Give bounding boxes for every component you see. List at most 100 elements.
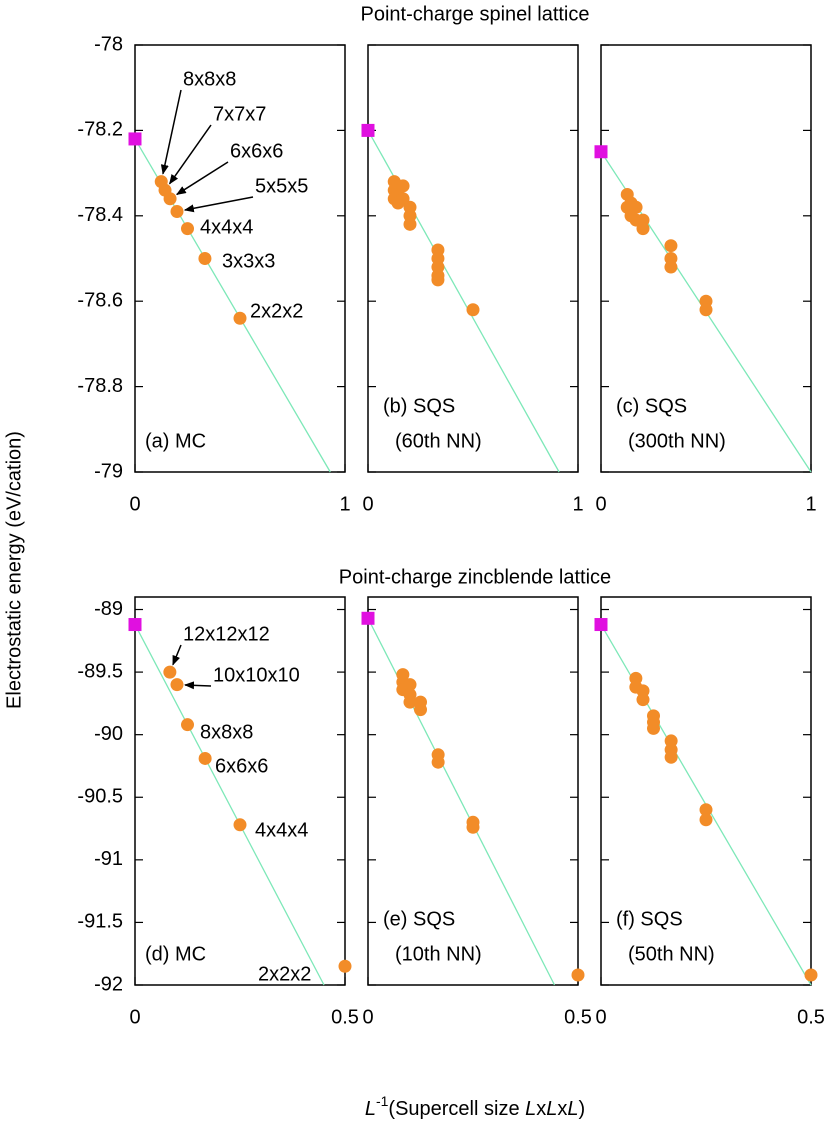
plot-frame xyxy=(600,44,812,473)
x-label-part: L xyxy=(365,1098,376,1120)
point-label: 2x2x2 xyxy=(258,963,311,985)
point-label: 4x4x4 xyxy=(200,216,253,238)
y-tick-label: -89 xyxy=(94,598,123,620)
data-point xyxy=(233,818,247,832)
panel-label: (b) SQS xyxy=(383,395,455,417)
data-point xyxy=(636,693,650,707)
data-point xyxy=(233,311,247,325)
y-tick-label: -91.5 xyxy=(77,911,123,933)
data-point xyxy=(181,222,194,236)
y-tick-label: -89.5 xyxy=(77,660,123,682)
point-label: 4x4x4 xyxy=(255,819,308,841)
panel-label: (10th NN) xyxy=(395,943,482,965)
row-title: Point-charge spinel lattice xyxy=(360,3,589,25)
data-point xyxy=(664,260,678,274)
data-point xyxy=(571,968,585,982)
data-point xyxy=(664,750,678,764)
data-point xyxy=(431,755,445,769)
y-axis-label: Electrostatic energy (eV/cation) xyxy=(3,431,25,709)
annotation-arrow xyxy=(183,196,254,213)
y-tick-label: -79 xyxy=(94,460,123,482)
panel-label: (300th NN) xyxy=(628,430,726,452)
annotation-arrow xyxy=(175,161,229,196)
panel-label: (e) SQS xyxy=(383,908,455,930)
x-tick-label: 1 xyxy=(572,493,583,515)
data-point xyxy=(154,175,168,189)
panel-label: (50th NN) xyxy=(628,943,715,965)
extrapolated-point xyxy=(594,145,608,159)
panel-label: (60th NN) xyxy=(395,430,482,452)
x-tick-label: 0.5 xyxy=(564,1006,592,1028)
data-point xyxy=(629,200,643,214)
row-title: Point-charge zincblende lattice xyxy=(339,566,611,588)
data-point xyxy=(198,751,212,765)
x-tick-label: 1 xyxy=(805,493,816,515)
y-tick-label: -91 xyxy=(94,848,123,870)
panel-label: (a) MC xyxy=(145,430,206,452)
data-point xyxy=(636,222,650,236)
data-point xyxy=(647,721,660,735)
point-label: 8x8x8 xyxy=(200,721,253,743)
x-axis-label: L-1(Supercell size LxLxL) xyxy=(365,1093,585,1121)
y-tick-label: -78.8 xyxy=(77,375,123,397)
data-point xyxy=(664,239,678,253)
y-tick-label: -78.2 xyxy=(77,119,123,141)
data-point xyxy=(403,217,417,231)
x-tick-label: 0 xyxy=(129,493,140,515)
annotation-arrow xyxy=(183,681,212,690)
data-point xyxy=(403,678,417,692)
plot-frame xyxy=(367,44,579,473)
x-tick-label: 0 xyxy=(362,493,373,515)
data-point xyxy=(431,273,445,287)
point-label: 5x5x5 xyxy=(255,175,308,197)
extrapolated-point xyxy=(594,618,608,632)
plot-frame xyxy=(367,596,579,986)
x-label-part: L xyxy=(567,1098,578,1120)
data-point xyxy=(338,959,352,973)
x-label-part: (Supercell size xyxy=(388,1098,525,1120)
plot-frame xyxy=(134,596,346,986)
plot-frame xyxy=(600,596,812,986)
x-tick-label: 0 xyxy=(595,493,606,515)
point-label: 8x8x8 xyxy=(183,68,236,90)
x-tick-label: 0 xyxy=(362,1006,373,1028)
point-label: 6x6x6 xyxy=(230,140,283,162)
y-tick-label: -78 xyxy=(94,33,123,55)
y-tick-label: -90.5 xyxy=(77,786,123,808)
data-point xyxy=(170,205,184,219)
extrapolated-point xyxy=(361,611,375,625)
data-point xyxy=(414,703,427,717)
x-tick-label: 0.5 xyxy=(331,1006,359,1028)
x-label-part: ) xyxy=(579,1098,586,1120)
data-point xyxy=(396,179,410,193)
plot-frame xyxy=(134,44,346,473)
point-label: 10x10x10 xyxy=(213,664,300,686)
data-point xyxy=(699,303,713,317)
data-point xyxy=(181,718,194,732)
x-label-part: L xyxy=(525,1098,536,1120)
x-label-part: -1 xyxy=(376,1093,389,1109)
extrapolated-point xyxy=(128,618,142,632)
annotation-arrow xyxy=(169,124,212,185)
data-point xyxy=(466,303,480,317)
data-point xyxy=(170,678,184,692)
point-label: 3x3x3 xyxy=(222,250,275,272)
extrapolated-point xyxy=(128,132,142,146)
annotation-arrow xyxy=(172,644,182,666)
data-point xyxy=(699,803,713,817)
x-label-part: L xyxy=(546,1098,557,1120)
point-label: 2x2x2 xyxy=(250,300,303,322)
x-label-part: x xyxy=(557,1098,567,1120)
x-label-part: x xyxy=(536,1098,546,1120)
point-label: 6x6x6 xyxy=(215,755,268,777)
data-point xyxy=(403,695,417,709)
x-tick-label: 0.5 xyxy=(797,1006,825,1028)
data-point xyxy=(804,968,818,982)
panel-label: (c) SQS xyxy=(616,395,687,417)
panel-label: (d) MC xyxy=(145,943,206,965)
y-tick-label: -78.6 xyxy=(77,289,123,311)
y-tick-label: -90 xyxy=(94,723,123,745)
y-tick-label: -92 xyxy=(94,973,123,995)
panel-label: (f) SQS xyxy=(616,908,683,930)
